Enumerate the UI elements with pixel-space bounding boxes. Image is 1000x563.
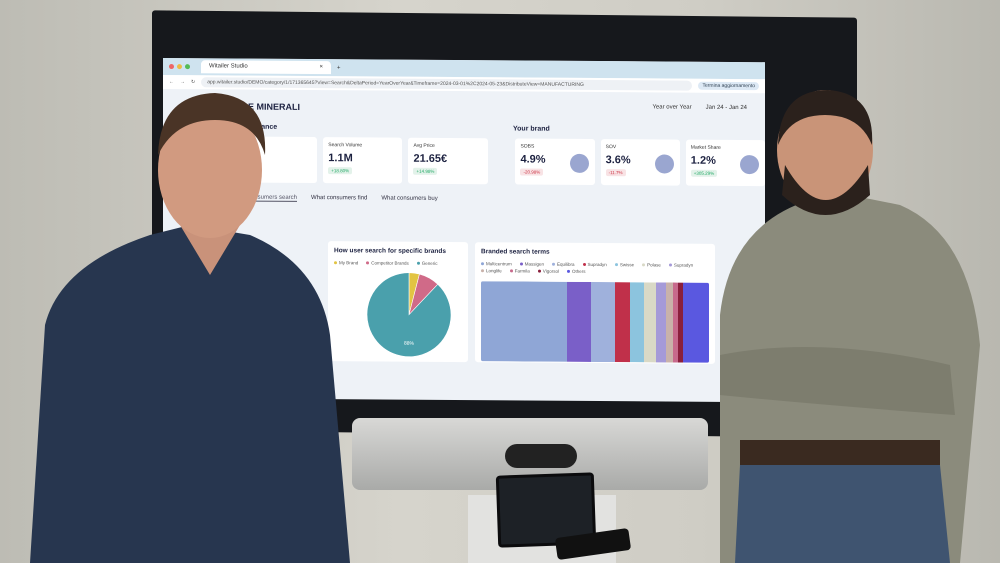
legend-item[interactable]: Supradyn — [582, 261, 607, 268]
legend-label: Vigorsol — [542, 268, 559, 274]
legend-label: Equilibra — [557, 261, 575, 267]
legend-label: Others — [571, 268, 586, 274]
legend-swatch — [668, 263, 672, 267]
bar-segment[interactable] — [567, 281, 592, 362]
legend-item[interactable]: Farmila — [509, 268, 530, 274]
legend-swatch — [582, 262, 586, 266]
mini-pie — [569, 153, 589, 173]
your-brand-heading: Your brand — [513, 125, 550, 133]
bar-segment[interactable] — [656, 282, 666, 363]
brand-search-panel: How user search for specific brands My B… — [328, 241, 468, 363]
minimize-window-icon[interactable] — [177, 64, 182, 70]
legend-label: Farmila — [514, 268, 530, 274]
bar-segment[interactable] — [644, 282, 657, 363]
legend-swatch — [509, 269, 513, 273]
kpi-card-avg-price: Avg Price 21.65€ +14.98% — [408, 137, 488, 185]
pie-center-label: 88% — [404, 341, 415, 347]
legend-swatch — [566, 269, 570, 273]
bar-segment[interactable] — [481, 281, 568, 362]
legend-swatch — [552, 262, 556, 266]
legend-item[interactable]: Generic — [416, 260, 438, 266]
legend-label: Supradyn — [587, 261, 607, 268]
legend-label: Multicentrum — [486, 261, 512, 267]
legend-swatch — [416, 261, 420, 265]
legend-item[interactable]: Swisse — [614, 262, 635, 268]
brand-pie-chart: 88% — [366, 272, 452, 357]
legend-item[interactable]: Supradyn — [668, 262, 694, 268]
video-camera — [505, 444, 577, 468]
kpi-delta: -11.7% — [605, 169, 626, 177]
kpi-delta: -20.98% — [520, 168, 544, 176]
terms-legend: Multicentrum Massigen Equilibra Supradyn Swi… — [481, 261, 709, 275]
terms-stacked-bar — [481, 281, 709, 363]
kpi-label: SOBS — [520, 143, 535, 150]
legend-item[interactable]: Others — [566, 268, 586, 274]
pie-slice-generic[interactable] — [366, 272, 452, 357]
kpi-label: Avg Price — [413, 142, 435, 149]
legend-swatch — [481, 269, 484, 273]
browser-tab[interactable]: Witailer Studio × — [201, 60, 331, 75]
legend-label: Polase — [647, 262, 661, 268]
dashboard-screen: Witailer Studio × + ← → ↻ app.witailer.stud… — [163, 58, 765, 403]
tab-consumers-buy[interactable]: What consumers buy — [381, 195, 438, 202]
legend-item[interactable]: Multicentrum — [481, 261, 512, 266]
person-left — [30, 93, 350, 563]
close-window-icon[interactable] — [169, 64, 174, 70]
legend-item[interactable]: Equilibra — [552, 262, 575, 267]
bar-segment[interactable] — [665, 282, 674, 363]
mini-pie — [654, 154, 674, 174]
kpi-value: 21.65€ — [413, 152, 448, 165]
legend-swatch — [537, 269, 541, 273]
branded-terms-panel: Branded search terms Multicentrum Massige… — [475, 242, 715, 364]
comparison-dropdown[interactable]: Year over Year — [652, 104, 692, 111]
panel-title: Branded search terms — [481, 248, 550, 256]
legend-item[interactable]: Longlife — [481, 268, 502, 273]
legend-label: Massigen — [524, 261, 545, 267]
maximize-window-icon[interactable] — [185, 64, 190, 70]
legend-label: Longlife — [486, 268, 502, 274]
legend-item[interactable]: Polase — [642, 262, 661, 267]
legend-item[interactable]: Vigorsol — [537, 268, 559, 274]
bar-segment[interactable] — [591, 281, 616, 363]
bar-segment[interactable] — [615, 282, 630, 363]
legend-swatch — [481, 262, 484, 266]
legend-swatch — [642, 263, 646, 267]
legend-swatch — [519, 262, 523, 266]
kpi-label: SOV — [605, 144, 617, 151]
close-tab-icon[interactable]: × — [319, 64, 323, 71]
legend-item[interactable]: Massigen — [519, 261, 545, 267]
legend-label: Supradyn — [673, 262, 694, 268]
legend-label: Generic — [421, 260, 438, 266]
new-tab-icon[interactable]: + — [337, 64, 341, 71]
tab-title: Witailer Studio — [209, 63, 248, 70]
legend-swatch — [614, 263, 618, 267]
legend-label: Swisse — [619, 262, 635, 268]
person-right — [720, 90, 980, 563]
kpi-card-sov: SOV 3.6% -11.7% — [600, 139, 680, 186]
kpi-card-sobs: SOBS 4.9% -20.98% — [515, 138, 595, 186]
bar-segment[interactable] — [629, 282, 645, 363]
kpi-delta: +14.98% — [413, 167, 438, 175]
